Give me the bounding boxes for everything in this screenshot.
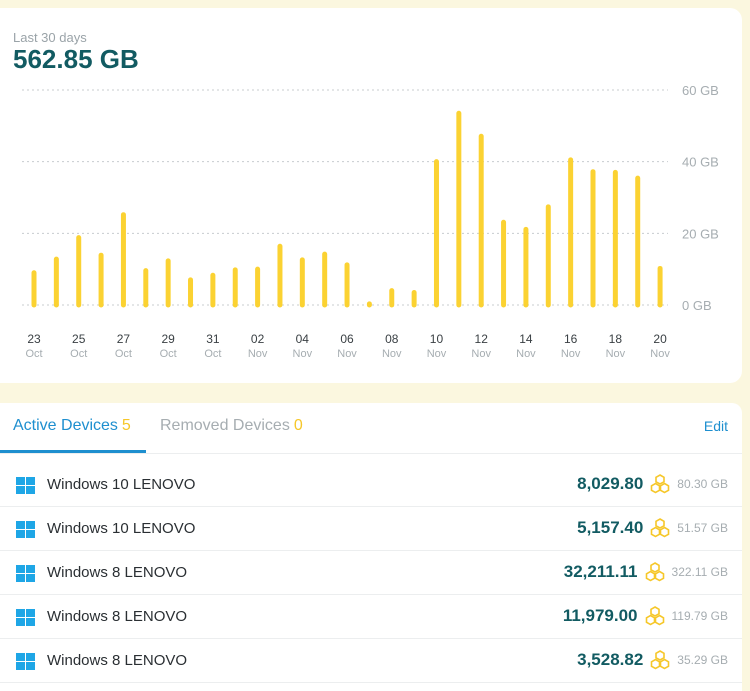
device-tabs: Active Devices 5 Removed Devices 0 Edit — [0, 403, 742, 454]
windows-icon — [16, 477, 35, 494]
x-tick-month: Oct — [160, 348, 177, 360]
x-tick-day: 31 — [206, 332, 220, 346]
device-name: Windows 10 LENOVO — [47, 476, 196, 493]
honeycomb-icon — [650, 474, 670, 494]
honeycomb-icon — [650, 518, 670, 538]
tab-active-count: 5 — [121, 417, 131, 434]
device-usage: 8,029.80 80.30 GB — [577, 474, 728, 494]
tab-removed-devices[interactable]: Removed Devices 0 — [160, 417, 303, 435]
devices-card: Active Devices 5 Removed Devices 0 Edit Wi… — [0, 403, 742, 691]
device-name: Windows 10 LENOVO — [47, 520, 196, 537]
device-value: 32,211.11 — [563, 562, 638, 581]
device-value: 8,029.80 — [577, 474, 644, 493]
x-tick-month: Oct — [70, 348, 87, 360]
windows-icon — [16, 609, 35, 626]
tab-removed-label: Removed Devices — [160, 417, 290, 434]
x-tick-day: 27 — [117, 332, 131, 346]
x-tick-day: 04 — [296, 332, 310, 346]
y-tick-label: 0 GB — [682, 298, 712, 313]
device-size: 51.57 GB — [677, 521, 728, 535]
x-tick-month: Oct — [115, 348, 132, 360]
device-list: Windows 10 LENOVO 8,029.80 80.30 GB Windows… — [0, 463, 742, 683]
device-value: 3,528.82 — [577, 650, 644, 669]
x-tick-day: 12 — [475, 332, 489, 346]
device-usage: 5,157.40 51.57 GB — [577, 518, 728, 538]
x-tick-month: Nov — [471, 348, 491, 360]
x-tick-day: 14 — [519, 332, 533, 346]
y-tick-label: 60 GB — [682, 83, 719, 98]
x-tick-day: 23 — [27, 332, 41, 346]
x-tick-month: Nov — [561, 348, 581, 360]
device-size: 80.30 GB — [677, 477, 728, 491]
active-tab-indicator — [0, 450, 146, 453]
windows-icon — [16, 653, 35, 670]
device-value: 5,157.40 — [577, 518, 644, 537]
x-tick-month: Nov — [606, 348, 626, 360]
x-tick-day: 20 — [653, 332, 667, 346]
x-tick-month: Nov — [293, 348, 313, 360]
y-tick-label: 40 GB — [682, 155, 719, 170]
tab-active-devices[interactable]: Active Devices 5 — [13, 417, 131, 435]
x-tick-month: Oct — [204, 348, 221, 360]
x-tick-day: 06 — [340, 332, 354, 346]
windows-icon — [16, 521, 35, 538]
honeycomb-icon — [645, 606, 664, 626]
x-tick-month: Nov — [248, 348, 268, 360]
device-usage: 11,979.00 119.79 GB — [563, 606, 728, 626]
device-row[interactable]: Windows 10 LENOVO 5,157.40 51.57 GB — [0, 507, 742, 551]
device-size: 322.11 GB — [671, 565, 728, 579]
x-tick-day: 02 — [251, 332, 265, 346]
device-name: Windows 8 LENOVO — [47, 652, 188, 669]
x-tick-day: 25 — [72, 332, 86, 346]
period-label: Last 30 days — [13, 30, 87, 45]
usage-bar-chart: 0 GB 20 GB 40 GB 60 GB 23 Oct 25 Oct 27 Oct 29 Oct 3… — [22, 83, 719, 360]
device-name: Windows 8 LENOVO — [47, 608, 188, 625]
device-size: 119.79 GB — [671, 609, 728, 623]
device-value: 11,979.00 — [562, 606, 638, 625]
device-size: 35.29 GB — [677, 653, 728, 667]
y-tick-label: 20 GB — [682, 226, 719, 241]
x-tick-day: 16 — [564, 332, 578, 346]
x-tick-month: Nov — [427, 348, 447, 360]
tab-removed-count: 0 — [293, 417, 303, 434]
usage-card: Last 30 days 562.85 GB 0 GB 20 GB 40 GB 60 … — [0, 8, 742, 383]
windows-icon — [16, 565, 35, 582]
device-row[interactable]: Windows 8 LENOVO 11,979.00 119.79 GB — [0, 595, 742, 639]
device-usage: 3,528.82 35.29 GB — [577, 650, 728, 670]
edit-button[interactable]: Edit — [703, 418, 728, 434]
x-tick-month: Nov — [650, 348, 670, 360]
x-tick-day: 10 — [430, 332, 444, 346]
x-tick-month: Nov — [337, 348, 357, 360]
tab-active-label: Active Devices — [13, 417, 118, 434]
honeycomb-icon — [645, 562, 664, 582]
x-tick-day: 08 — [385, 332, 399, 346]
device-row[interactable]: Windows 10 LENOVO 8,029.80 80.30 GB — [0, 463, 742, 507]
x-tick-day: 18 — [609, 332, 623, 346]
device-name: Windows 8 LENOVO — [47, 564, 188, 581]
device-row[interactable]: Windows 8 LENOVO 32,211.11 322.11 GB — [0, 551, 742, 595]
honeycomb-icon — [650, 650, 670, 670]
total-usage: 562.85 GB — [13, 44, 139, 74]
x-tick-month: Oct — [25, 348, 42, 360]
device-usage: 32,211.11 322.11 GB — [564, 562, 728, 582]
x-tick-month: Nov — [516, 348, 536, 360]
x-tick-day: 29 — [161, 332, 175, 346]
x-tick-month: Nov — [382, 348, 402, 360]
device-row[interactable]: Windows 8 LENOVO 3,528.82 35.29 GB — [0, 639, 742, 683]
